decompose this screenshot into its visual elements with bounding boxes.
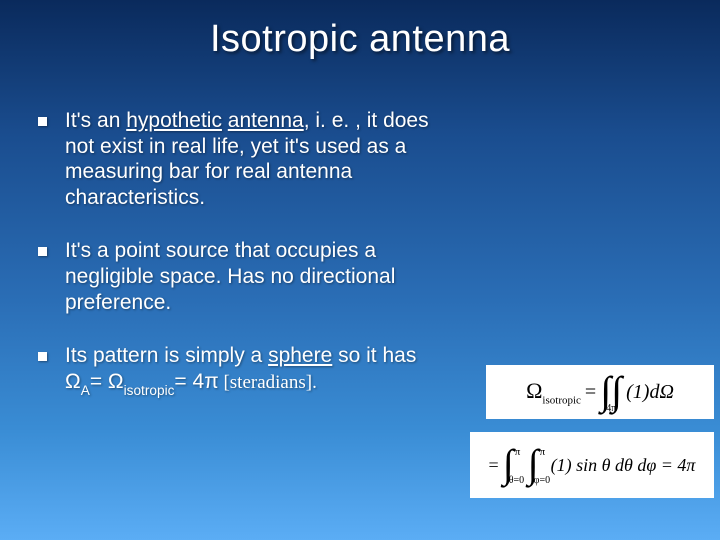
text-underline: antenna [228, 109, 304, 132]
text: = 4 [174, 370, 204, 393]
bullet-text: It's a point source that occupies a negl… [65, 238, 438, 315]
omega-symbol: Ωisotropic [526, 378, 581, 406]
pi-symbol: π [204, 370, 219, 393]
text: Ω [526, 378, 542, 403]
integral-upper-bound: π [515, 446, 521, 458]
bullet-marker-icon [38, 247, 47, 256]
bullet-marker-icon [38, 117, 47, 126]
integrand: (1) sin θ dθ dφ = 4π [551, 455, 696, 476]
text-bracket: [steradians]. [219, 372, 317, 393]
subscript: isotropic [124, 383, 175, 398]
subscript: A [81, 383, 90, 398]
bullet-marker-icon [38, 352, 47, 361]
body-area: It's an hypothetic antenna, i. e. , it d… [38, 108, 438, 426]
text: = [90, 370, 108, 393]
bullet-item: Its pattern is simply a sphere so it has… [38, 343, 438, 397]
bullet-text: Its pattern is simply a sphere so it has… [65, 343, 438, 397]
integral-upper-bound: π [540, 446, 546, 458]
omega-symbol: Ω [108, 370, 124, 393]
integral-lower-bound: θ=0 [509, 475, 524, 486]
slide-title: Isotropic antenna [0, 18, 720, 61]
text: so it has [332, 344, 416, 367]
formula-content: = ∫ π θ=0 ∫ π φ=0 (1) sin θ dθ dφ = 4π [489, 448, 696, 482]
text: Its pattern is simply a [65, 344, 268, 367]
equals: = [585, 381, 596, 404]
text-underline: sphere [268, 344, 332, 367]
integrand: (1)dΩ [626, 381, 674, 404]
integral-icon: ∫ π θ=0 [503, 448, 514, 482]
integral-lower-bound: 4π [606, 403, 616, 414]
bullet-item: It's an hypothetic antenna, i. e. , it d… [38, 108, 438, 210]
bullet-text: It's an hypothetic antenna, i. e. , it d… [65, 108, 438, 210]
formula-isotropic-evaluated: = ∫ π θ=0 ∫ π φ=0 (1) sin θ dθ dφ = 4π [470, 432, 714, 498]
integral-lower-bound: φ=0 [534, 475, 550, 486]
omega-symbol: Ω [65, 370, 81, 393]
formula-isotropic-definition: Ωisotropic = ∫∫ 4π (1)dΩ [486, 365, 714, 419]
integral-icon: ∫ π φ=0 [528, 448, 539, 482]
text: It's an [65, 109, 126, 132]
equals: = [489, 455, 499, 476]
bullet-item: It's a point source that occupies a negl… [38, 238, 438, 315]
formula-content: Ωisotropic = ∫∫ 4π (1)dΩ [526, 375, 674, 410]
slide: Isotropic antenna It's an hypothetic ant… [0, 0, 720, 540]
text-underline: hypothetic [126, 109, 222, 132]
subscript: isotropic [542, 394, 581, 406]
integral-icon: ∫∫ 4π [600, 375, 622, 410]
